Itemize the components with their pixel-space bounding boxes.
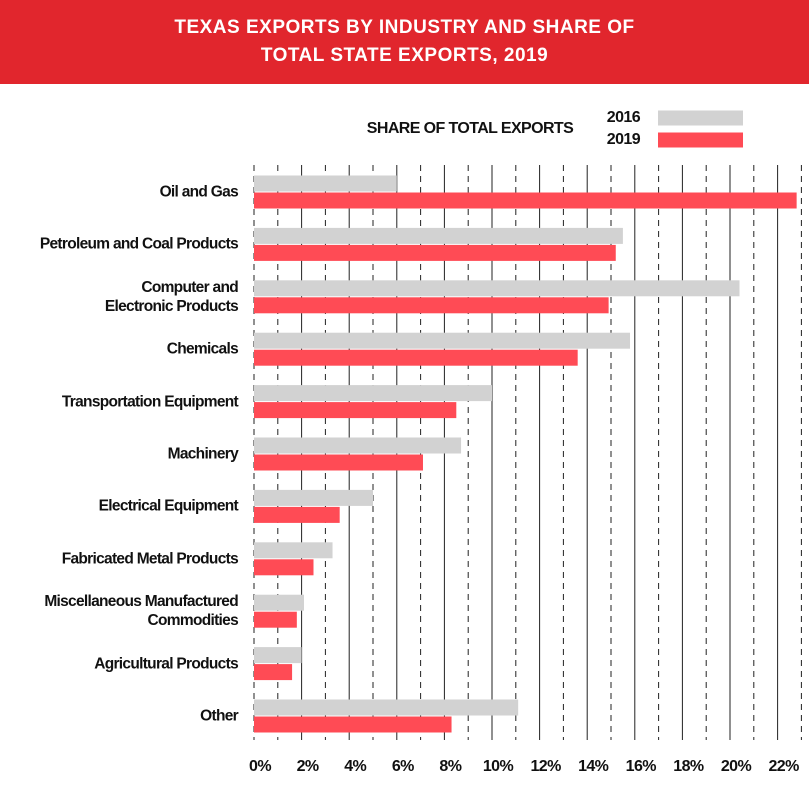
- x-tick-label: 4%: [344, 758, 366, 775]
- chart-title: TEXAS EXPORTS BY INDUSTRY AND SHARE OF T…: [174, 17, 635, 66]
- title-banner: TEXAS EXPORTS BY INDUSTRY AND SHARE OF T…: [0, 0, 809, 84]
- bar: [254, 716, 452, 733]
- x-tick-label: 18%: [673, 758, 704, 775]
- x-tick-label: 8%: [439, 758, 461, 775]
- x-tick-label: 2%: [297, 758, 319, 775]
- bar: [254, 385, 492, 402]
- category-label: Machinery: [167, 445, 239, 463]
- category-label: Computer and Electronic Products: [104, 278, 239, 315]
- bar: [254, 647, 302, 664]
- category-label: Oil and Gas: [159, 183, 239, 201]
- legend-title: SHARE OF TOTAL EXPORTS: [367, 120, 574, 137]
- legend-label: 2019: [607, 131, 641, 148]
- legend-label: 2016: [607, 109, 641, 126]
- bar: [254, 489, 373, 506]
- category-label: Miscellaneous Manufactured Commodities: [44, 593, 238, 630]
- category-label: Petroleum and Coal Products: [39, 235, 239, 253]
- x-tick-label: 22%: [768, 758, 799, 775]
- bar: [254, 402, 457, 419]
- bar: [254, 542, 333, 559]
- bar: [254, 506, 340, 523]
- category-label: Chemicals: [166, 340, 239, 358]
- bar: [254, 664, 293, 681]
- category-label: Fabricated Metal Products: [61, 550, 239, 568]
- category-label: Other: [200, 707, 239, 725]
- bar: [254, 611, 297, 628]
- bar: [254, 244, 616, 261]
- x-tick-label: 20%: [721, 758, 752, 775]
- bar: [254, 297, 609, 314]
- bar: [254, 227, 623, 244]
- legend-swatch: [658, 110, 743, 126]
- bar: [254, 192, 797, 209]
- bar: [254, 437, 462, 454]
- bar: [254, 559, 314, 576]
- bar: [254, 332, 631, 349]
- x-tick-label: 12%: [530, 758, 561, 775]
- bar: [254, 349, 578, 366]
- category-label: Electrical Equipment: [98, 497, 239, 515]
- bar: [254, 594, 304, 611]
- legend-swatch: [658, 132, 743, 148]
- category-label: Transportation Equipment: [61, 393, 239, 411]
- x-tick-label: 16%: [626, 758, 657, 775]
- bar: [254, 175, 397, 192]
- category-label: Agricultural Products: [94, 655, 238, 673]
- bar: [254, 699, 519, 716]
- x-tick-label: 10%: [483, 758, 514, 775]
- bar: [254, 280, 740, 297]
- x-tick-label: 6%: [392, 758, 414, 775]
- x-tick-label: 0%: [249, 758, 271, 775]
- bar: [254, 454, 423, 471]
- x-tick-label: 14%: [578, 758, 609, 775]
